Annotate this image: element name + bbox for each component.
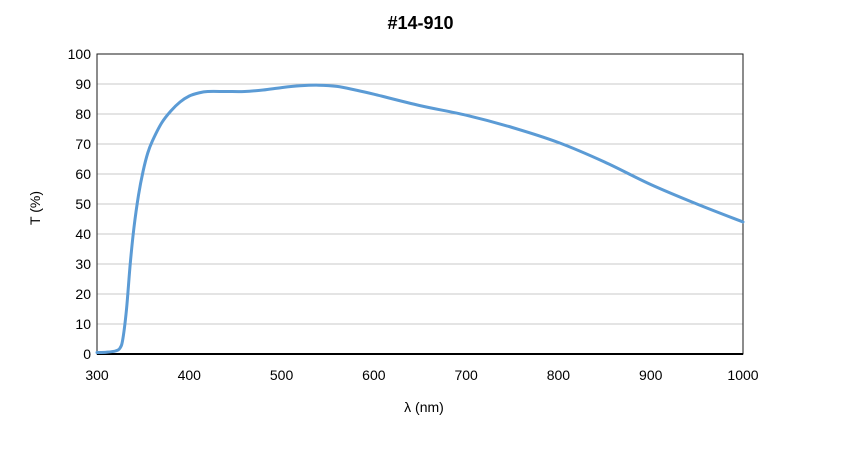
chart-title: #14-910 — [387, 13, 453, 33]
x-axis-ticks: 300 400 500 600 700 800 900 1000 — [85, 367, 758, 383]
x-tick-label: 800 — [547, 367, 571, 383]
y-tick-label: 0 — [83, 346, 91, 362]
y-tick-label: 20 — [75, 286, 91, 302]
y-tick-label: 100 — [68, 46, 92, 62]
y-tick-label: 70 — [75, 136, 91, 152]
y-axis-label: T (%) — [27, 191, 43, 225]
x-tick-label: 700 — [454, 367, 478, 383]
x-tick-label: 500 — [270, 367, 294, 383]
x-tick-label: 300 — [85, 367, 109, 383]
gridlines — [97, 83, 743, 325]
x-tick-label: 600 — [362, 367, 386, 383]
y-tick-label: 80 — [75, 106, 91, 122]
y-tick-label: 30 — [75, 256, 91, 272]
y-tick-label: 40 — [75, 226, 91, 242]
y-tick-label: 50 — [75, 196, 91, 212]
x-tick-label: 400 — [178, 367, 202, 383]
y-axis-ticks: 0 10 20 30 40 50 60 70 80 90 100 — [68, 46, 92, 362]
y-tick-label: 10 — [75, 316, 91, 332]
x-axis-label: λ (nm) — [404, 399, 444, 415]
series-group — [95, 83, 745, 354]
transmission-curve-line — [95, 83, 745, 354]
y-tick-label: 90 — [75, 76, 91, 92]
y-tick-label: 60 — [75, 166, 91, 182]
x-tick-label: 900 — [639, 367, 663, 383]
x-tick-label: 1000 — [727, 367, 758, 383]
